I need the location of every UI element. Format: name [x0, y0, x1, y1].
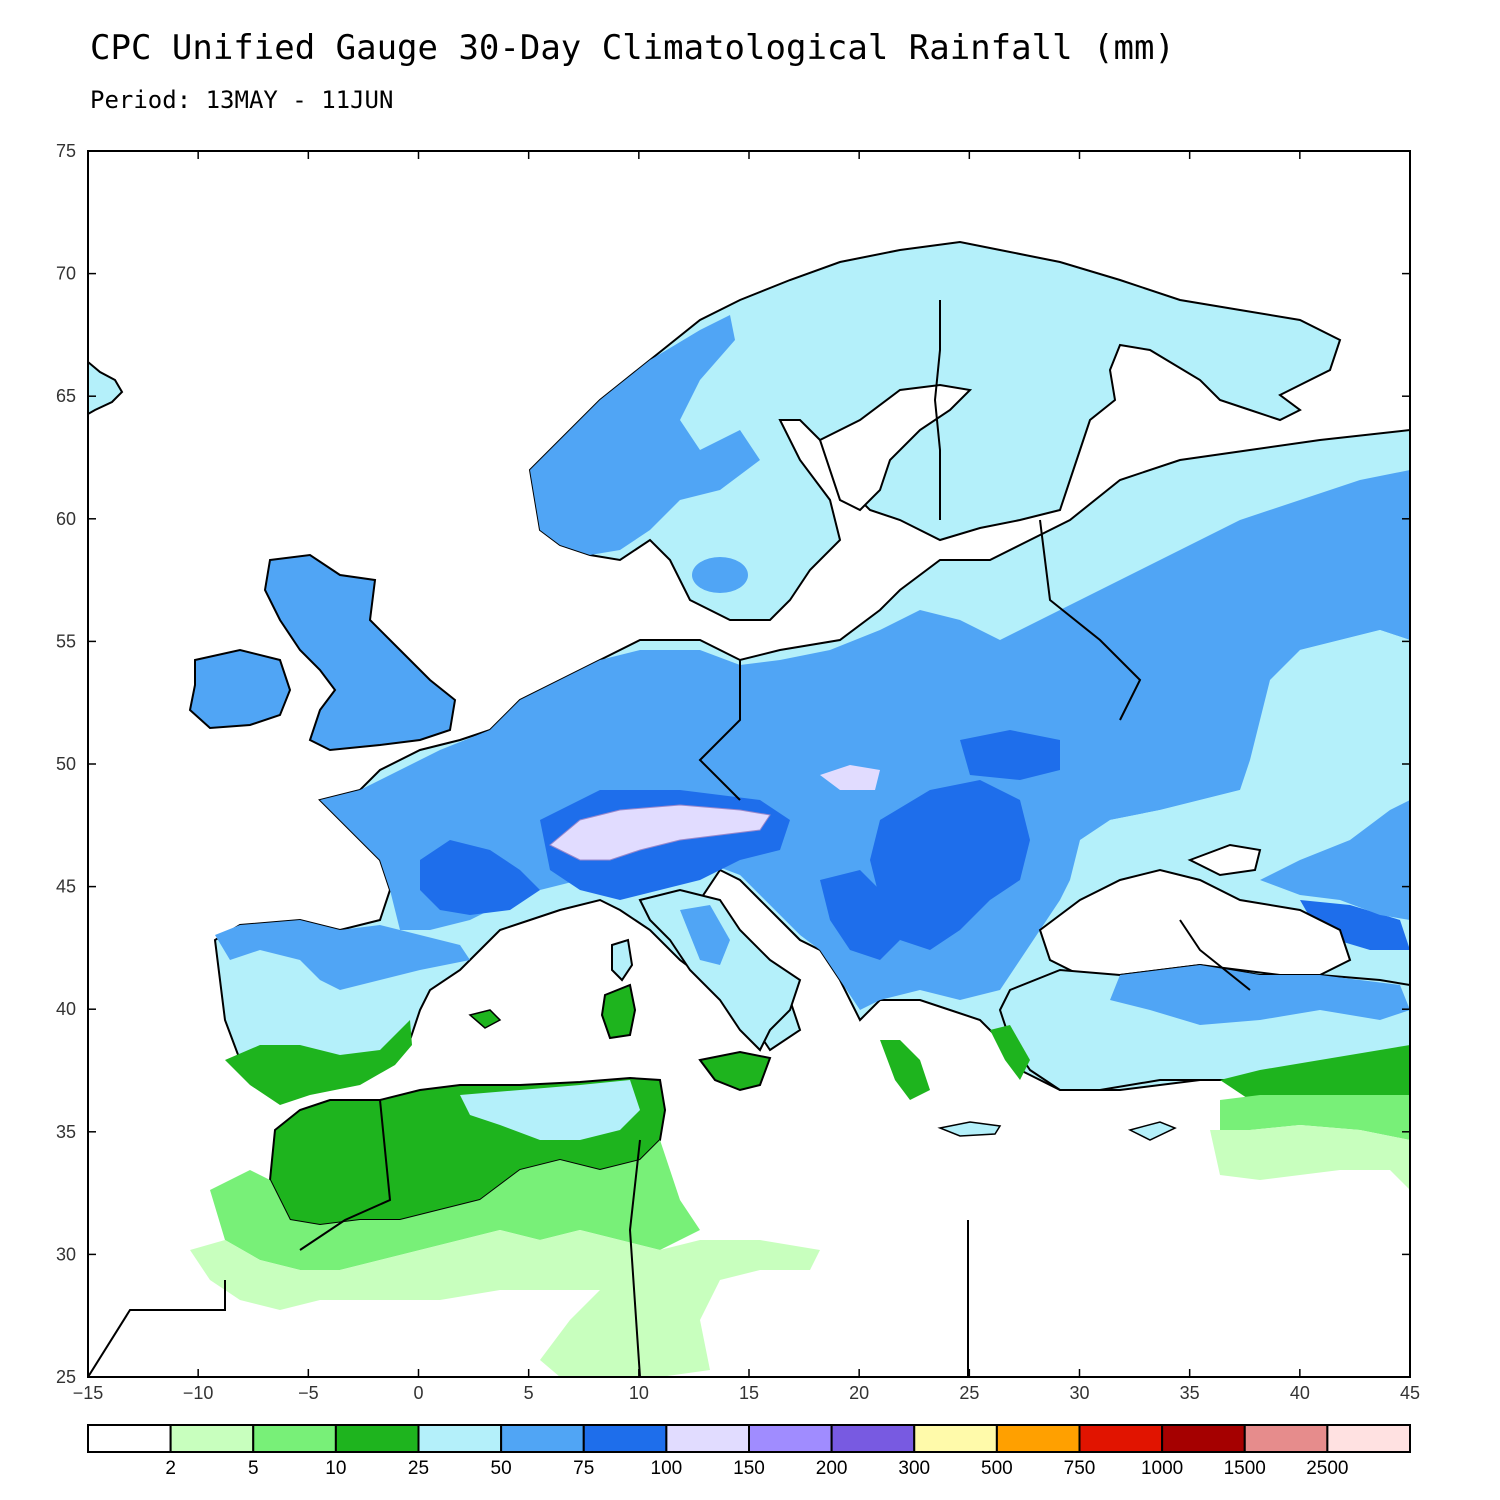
rainfall-field [88, 240, 1410, 1377]
colorbar-label: 100 [651, 1458, 683, 1479]
y-tick-label: 70 [56, 264, 76, 284]
colorbar-label: 200 [816, 1458, 848, 1479]
y-axis: 25 30 35 40 45 50 55 60 65 70 75 [56, 141, 1410, 1387]
colorbar-label: 2500 [1306, 1458, 1348, 1479]
sea-bothnia [818, 383, 973, 512]
x-tick-label: 20 [849, 1383, 869, 1403]
colorbar-swatch [748, 1424, 833, 1453]
y-tick-label: 50 [56, 754, 76, 774]
colorbar: 2 5 10 25 50 75 100 150 200 300 500 750 1000 1500 2500 [87, 1424, 1411, 1479]
colorbar-label: 300 [898, 1458, 930, 1479]
region-great-britain [263, 553, 457, 752]
x-tick-label: 15 [739, 1383, 759, 1403]
island-sardinia [600, 983, 637, 1040]
x-tick-label: 0 [413, 1383, 423, 1403]
colorbar-swatch [1243, 1424, 1329, 1453]
region-turkey-blue [1110, 965, 1410, 1025]
colorbar-swatch [87, 1424, 172, 1453]
x-tick-label: 30 [1069, 1383, 1089, 1403]
x-tick-label: −5 [298, 1383, 319, 1403]
colorbar-swatch [334, 1424, 420, 1453]
x-tick-label: 35 [1180, 1383, 1200, 1403]
region-tatra [820, 765, 880, 790]
y-tick-label: 25 [56, 1367, 76, 1387]
region-north-africa-light [190, 1230, 820, 1377]
colorbar-label: 2 [165, 1458, 176, 1479]
colorbar-swatch [830, 1424, 916, 1453]
x-tick-label: 25 [959, 1383, 979, 1403]
colorbar-label: 75 [573, 1458, 594, 1479]
x-tick-label: 5 [524, 1383, 534, 1403]
colorbar-swatch [500, 1424, 585, 1453]
colorbar-swatch [417, 1424, 503, 1453]
region-iberia-blue [215, 920, 470, 990]
island-crete [937, 1121, 1002, 1137]
region-east-light [1100, 630, 1410, 900]
colorbar-swatch [665, 1424, 750, 1453]
x-tick-label: 10 [629, 1383, 649, 1403]
colorbar-swatch [913, 1424, 998, 1453]
region-italy [638, 888, 802, 1052]
colorbar-label: 25 [408, 1458, 429, 1479]
y-tick-label: 30 [56, 1244, 76, 1264]
region-levant-dark [1220, 1045, 1410, 1100]
x-tick-label: 45 [1400, 1383, 1420, 1403]
island-sicily [698, 1050, 772, 1092]
region-dark-blue-ukraine [960, 730, 1060, 780]
colorbar-label: 500 [981, 1458, 1013, 1479]
y-tick-label: 65 [56, 386, 76, 406]
region-dark-blue-carpathians [870, 780, 1030, 950]
island-corsica [611, 938, 634, 982]
x-tick-label: −15 [73, 1383, 104, 1403]
colorbar-label: 750 [1064, 1458, 1096, 1479]
colorbar-swatch [1326, 1424, 1411, 1453]
region-iceland [88, 360, 124, 416]
region-north-africa-blue [460, 1080, 640, 1140]
region-italy-blue [680, 905, 730, 965]
colorbar-label: 50 [491, 1458, 512, 1479]
colorbar-swatch [1078, 1424, 1164, 1453]
y-tick-label: 75 [56, 141, 76, 161]
sea-azov [1187, 843, 1262, 877]
region-norway-coast [530, 315, 760, 555]
colorbar-label: 10 [325, 1458, 346, 1479]
page-title: CPC Unified Gauge 30-Day Climatological … [90, 28, 1175, 68]
region-east-blue-south [1260, 800, 1410, 920]
y-tick-label: 40 [56, 999, 76, 1019]
colorbar-label: 150 [733, 1458, 765, 1479]
region-dark-blue-france [420, 840, 540, 915]
y-tick-label: 45 [56, 877, 76, 897]
country-borders [88, 300, 1251, 1377]
region-ireland [188, 648, 292, 730]
region-levant-light [1210, 1125, 1410, 1190]
colorbar-swatch [252, 1424, 337, 1453]
region-iberia-green [225, 1020, 412, 1105]
island-balearics [468, 1009, 502, 1029]
x-tick-label: 40 [1290, 1383, 1310, 1403]
x-axis: −15 −10 −5 0 5 10 15 20 25 30 35 40 45 [73, 151, 1420, 1403]
region-north-africa-medium [210, 1140, 700, 1270]
region-alps [549, 804, 771, 861]
region-dark-blue-balkans [820, 870, 900, 960]
colorbar-swatch [582, 1424, 668, 1453]
colorbar-swatch [169, 1424, 255, 1453]
region-greece-green [880, 1040, 930, 1100]
y-tick-label: 60 [56, 509, 76, 529]
colorbar-label: 5 [248, 1458, 259, 1479]
region-turkey-coast-green [990, 1025, 1030, 1080]
y-tick-label: 55 [56, 631, 76, 651]
colorbar-swatch [995, 1424, 1081, 1453]
region-sweden-spot [692, 557, 748, 593]
island-cyprus [1127, 1121, 1177, 1141]
region-dark-blue-caucasus [1300, 900, 1410, 950]
y-tick-label: 35 [56, 1122, 76, 1142]
x-tick-label: −10 [183, 1383, 214, 1403]
colorbar-label: 1500 [1224, 1458, 1266, 1479]
period-subtitle: Period: 13MAY - 11JUN [90, 86, 394, 114]
region-levant-medium [1220, 1095, 1410, 1140]
colorbar-label: 1000 [1141, 1458, 1183, 1479]
colorbar-swatch [1161, 1424, 1246, 1453]
